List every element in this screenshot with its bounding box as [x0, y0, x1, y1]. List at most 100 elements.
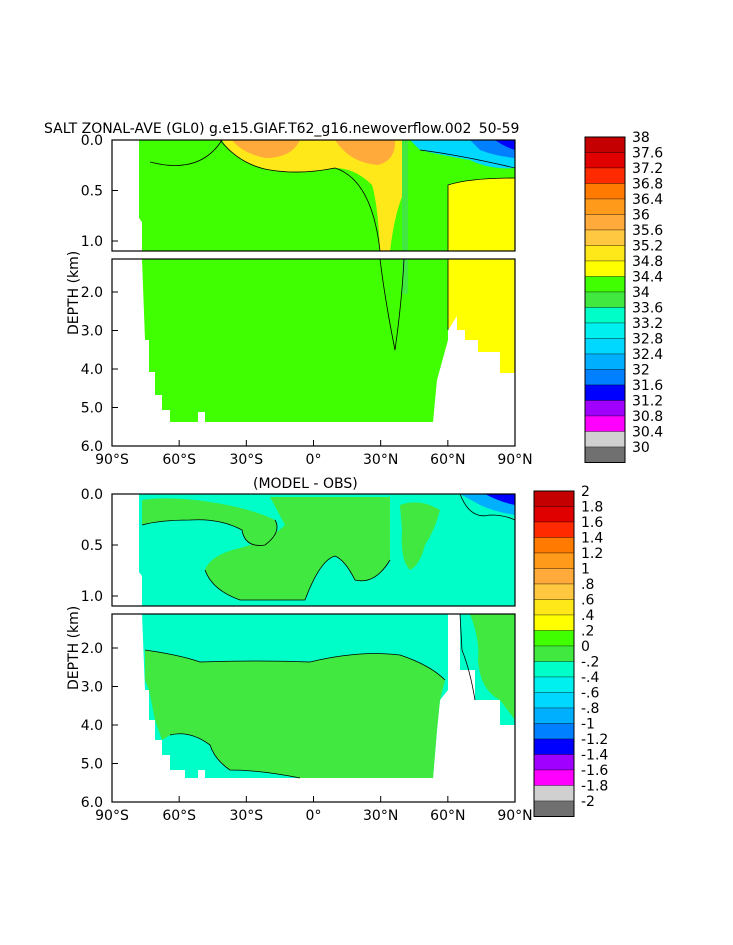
colorbar-swatch — [533, 785, 575, 802]
panel2-upper-arctic-darkblue — [485, 494, 515, 505]
colorbar-label: -.2 — [581, 655, 599, 671]
panel1-upper-orange-n — [335, 140, 396, 165]
colorbar-swatch — [533, 661, 575, 678]
x-tick-label: 30°S — [229, 452, 263, 468]
colorbar-label: 34.4 — [632, 270, 663, 286]
panel2-upper-green-center — [205, 497, 390, 600]
x-tick-label: 0° — [306, 808, 322, 824]
colorbar-label: .8 — [581, 577, 594, 593]
colorbar-label: 2 — [581, 484, 590, 500]
panel2-x-ticks: 90°S 60°S 30°S 0° 30°N 60°N 90°N — [95, 796, 533, 824]
colorbar-label: 38 — [632, 130, 650, 146]
colorbar-swatch — [584, 260, 626, 277]
panel2-title: (MODEL - OBS) — [253, 476, 358, 492]
colorbar-label: 1.4 — [581, 531, 603, 547]
colorbar-swatch — [533, 769, 575, 786]
y-tick-label: 4.0 — [81, 718, 103, 734]
y-tick-label: 1.0 — [81, 589, 103, 605]
colorbar-swatch — [533, 568, 575, 585]
colorbar-swatch — [533, 630, 575, 647]
colorbar-label: 32.8 — [632, 332, 663, 348]
colorbar-swatch — [533, 552, 575, 569]
colorbar-swatch — [533, 738, 575, 755]
panel1-y-ticks: 0.0 0.5 1.0 2.0 3.0 4.0 5.0 6.0 — [81, 133, 118, 455]
colorbar-swatch — [584, 229, 626, 246]
panel2-lower-green-east — [470, 614, 515, 720]
panel1-upper-plot — [111, 139, 516, 252]
colorbar-label: -1 — [581, 717, 595, 733]
colorbar-label: -.4 — [581, 670, 600, 686]
colorbar-swatch — [584, 152, 626, 169]
panel1-title: SALT ZONAL-AVE (GL0) g.e15.GIAF.T62_g16.… — [44, 121, 522, 137]
colorbar-swatch — [533, 676, 575, 693]
colorbar-label: -1.2 — [581, 732, 608, 748]
colorbar-swatch — [533, 521, 575, 538]
colorbar-swatch — [533, 537, 575, 554]
colorbar-swatch — [533, 754, 575, 771]
colorbar-swatch — [584, 446, 626, 463]
panel1-upper-green-field — [139, 140, 515, 251]
x-tick-label: 0° — [306, 452, 322, 468]
colorbar-swatch — [533, 645, 575, 662]
panel2-colorbar: 21.81.61.41.21.8.6.4.20-.2-.4-.6-.8-1-1.… — [533, 484, 608, 817]
colorbar-label: .2 — [581, 624, 594, 640]
y-tick-label: 6.0 — [81, 439, 103, 455]
colorbar-label: -1.6 — [581, 763, 608, 779]
panel1-upper-yellow-north — [448, 178, 515, 251]
panel1-ylabel: DEPTH (km) — [66, 251, 82, 335]
colorbar-swatch — [533, 707, 575, 724]
colorbar-label: 36 — [632, 208, 650, 224]
colorbar-label: 32.4 — [632, 347, 663, 363]
y-tick-label: 3.0 — [81, 680, 103, 696]
y-tick-label: 0.0 — [81, 133, 103, 149]
colorbar-label: 37.2 — [632, 161, 663, 177]
x-tick-label: 30°S — [229, 808, 263, 824]
colorbar-label: 34.8 — [632, 254, 663, 270]
x-tick-label: 60°N — [430, 808, 465, 824]
x-tick-label: 30°N — [363, 452, 398, 468]
x-tick-label: 90°S — [95, 452, 129, 468]
colorbar-swatch — [533, 692, 575, 709]
colorbar-swatch — [533, 723, 575, 740]
colorbar-swatch — [584, 198, 626, 215]
colorbar-swatch — [584, 322, 626, 339]
colorbar-swatch — [584, 214, 626, 231]
colorbar-label: 32 — [632, 363, 650, 379]
colorbar-swatch — [584, 384, 626, 401]
panel1-upper-plume — [402, 140, 408, 251]
colorbar-swatch — [584, 353, 626, 370]
panel2-lower-green-band — [145, 650, 445, 778]
colorbar-swatch — [584, 276, 626, 293]
colorbar-label: 1.8 — [581, 500, 603, 516]
panel2-upper-plot — [111, 493, 516, 607]
panel2-y-ticks: 0.0 0.5 1.0 2.0 3.0 4.0 5.0 6.0 — [81, 487, 118, 811]
colorbar-swatch — [584, 245, 626, 262]
colorbar-label: 1.2 — [581, 546, 603, 562]
colorbar-label: -.6 — [581, 686, 600, 702]
colorbar-swatch — [584, 431, 626, 448]
x-tick-label: 90°N — [497, 452, 532, 468]
panel1-upper-orange-s — [232, 140, 300, 158]
colorbar-label: 36.8 — [632, 177, 663, 193]
panel1-lower-plume — [402, 259, 408, 294]
colorbar-swatch — [584, 136, 626, 153]
colorbar-label: .6 — [581, 593, 594, 609]
colorbar-swatch — [584, 183, 626, 200]
colorbar-label: 1.6 — [581, 515, 603, 531]
panel2-ylabel: DEPTH (km) — [66, 606, 82, 690]
y-tick-label: 2.0 — [81, 285, 103, 301]
colorbar-label: -1.8 — [581, 779, 608, 795]
y-tick-label: 6.0 — [81, 795, 103, 811]
colorbar-swatch — [584, 400, 626, 417]
colorbar-label: 33.6 — [632, 301, 663, 317]
colorbar-label: 31.6 — [632, 378, 663, 394]
y-tick-label: 1.0 — [81, 234, 103, 250]
colorbar-swatch — [533, 583, 575, 600]
y-tick-label: 3.0 — [81, 324, 103, 340]
x-tick-label: 90°N — [497, 808, 532, 824]
colorbar-swatch — [584, 369, 626, 386]
colorbar-swatch — [533, 506, 575, 523]
colorbar-swatch — [584, 415, 626, 432]
y-tick-label: 4.0 — [81, 362, 103, 378]
x-tick-label: 60°S — [162, 452, 196, 468]
